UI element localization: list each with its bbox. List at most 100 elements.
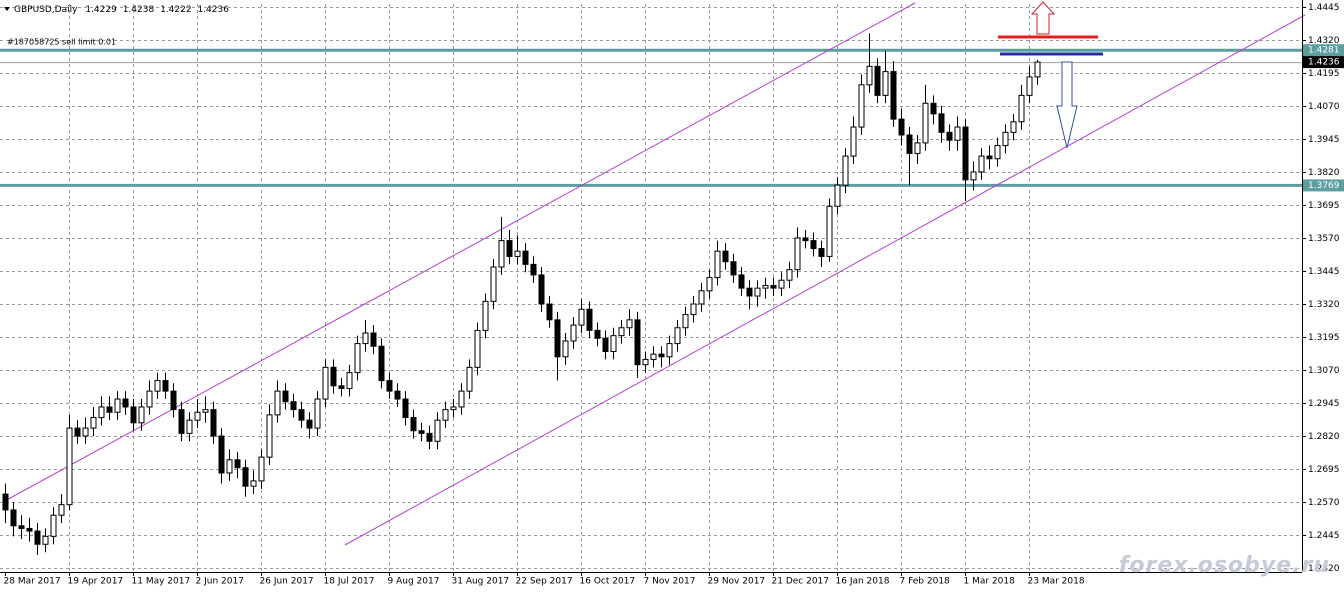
- candle-body: [602, 337, 609, 353]
- candle-body: [386, 380, 393, 392]
- candle-body: [274, 390, 281, 416]
- candle-body: [842, 155, 849, 186]
- candle-body: [98, 406, 105, 419]
- candle-body: [826, 205, 833, 257]
- candle-body: [130, 406, 137, 424]
- candle-body: [2, 493, 9, 511]
- candle-body: [906, 134, 913, 154]
- x-tick-label: 22 Sep 2017: [516, 577, 573, 587]
- y-tick-label: 1.3320: [1308, 300, 1340, 310]
- candle-body: [554, 319, 561, 358]
- level-tag: [1303, 179, 1344, 192]
- candle-body: [954, 126, 961, 141]
- candle-body: [802, 237, 809, 242]
- candle-body: [242, 467, 249, 487]
- candle-body: [730, 261, 737, 276]
- candle-body: [786, 269, 793, 281]
- candle-body: [762, 284, 769, 289]
- candle-body: [666, 343, 673, 358]
- candle-body: [330, 366, 337, 387]
- candle-body: [562, 340, 569, 358]
- candle-body: [410, 417, 417, 432]
- candle-body: [34, 530, 41, 545]
- y-tick-label: 1.2445: [1308, 531, 1340, 541]
- candle-body: [914, 142, 921, 154]
- candle-body: [26, 527, 33, 532]
- candle-body: [514, 250, 521, 257]
- candle-body: [202, 409, 209, 413]
- candle-body: [210, 409, 217, 437]
- candle-body: [930, 102, 937, 115]
- y-tick-label: 1.2320: [1308, 564, 1340, 574]
- candle-body: [690, 303, 697, 316]
- arrow-up: [1030, 1, 1056, 35]
- axes: 1.2320 1.2445 1.2570 1.2695 1.2820 1.2945 1.30…: [4, 3, 1344, 587]
- order-annotation: #187058725 sell limit 0.01: [7, 38, 116, 47]
- y-tick-label: 1.3195: [1308, 333, 1340, 343]
- candle-body: [234, 459, 241, 469]
- candle-body: [570, 324, 577, 342]
- candle-body: [1018, 94, 1025, 123]
- candle-body: [714, 250, 721, 279]
- y-tick-label: 1.3820: [1308, 168, 1340, 178]
- candle-body: [970, 171, 977, 181]
- candle-body: [650, 353, 657, 360]
- candle-body: [1026, 76, 1033, 96]
- levels: [0, 48, 1302, 187]
- candle-body: [810, 240, 817, 250]
- candle-body: [282, 390, 289, 403]
- y-tick-label: 1.4195: [1308, 69, 1340, 79]
- y-tick-label: 1.4070: [1308, 102, 1340, 112]
- candle-body: [370, 332, 377, 347]
- candle-body: [354, 343, 361, 374]
- candle-body: [938, 113, 945, 133]
- candle-body: [546, 303, 553, 321]
- candle-body: [1034, 61, 1041, 78]
- candle-body: [682, 314, 689, 329]
- candle-body: [66, 427, 73, 506]
- candle-body: [746, 287, 753, 297]
- y-tick-label: 1.2570: [1308, 498, 1340, 508]
- candle-body: [498, 240, 505, 268]
- candle-body: [146, 390, 153, 408]
- candle-body: [82, 427, 89, 437]
- candle-body: [154, 380, 161, 392]
- candle-body: [226, 459, 233, 474]
- candle-body: [490, 266, 497, 302]
- candle-body: [706, 277, 713, 292]
- candle-body: [442, 409, 449, 421]
- y-tick-label: 1.3570: [1308, 234, 1340, 244]
- candle-body: [1010, 121, 1017, 133]
- y-tick-label: 1.4445: [1308, 3, 1340, 13]
- candle-body: [250, 480, 257, 487]
- candle-body: [618, 327, 625, 337]
- level-tag-label: 1.3769: [1308, 181, 1340, 191]
- x-tick-label: 29 Nov 2017: [708, 577, 766, 587]
- candle-body: [674, 327, 681, 345]
- candle-body: [794, 237, 801, 271]
- candle-body: [170, 390, 177, 411]
- y-tick-label: 1.3070: [1308, 366, 1340, 376]
- channel-lower: [344, 14, 1306, 546]
- candle-body: [522, 250, 529, 265]
- candle-body: [882, 71, 889, 96]
- candle-body: [946, 131, 953, 141]
- grid: [0, 4, 1302, 572]
- candle-body: [482, 300, 489, 331]
- candle-body: [114, 398, 121, 413]
- chart-header: GBPUSD,Daily 1.4229 1.4238 1.4222 1.4236: [14, 5, 229, 15]
- current-price-tag: [1303, 56, 1344, 69]
- candle-body: [474, 329, 481, 368]
- candle-body: [834, 184, 841, 207]
- candle-body: [754, 287, 761, 297]
- y-tick-label: 1.3695: [1308, 201, 1340, 211]
- candle-body: [458, 390, 465, 408]
- candle-body: [586, 308, 593, 331]
- header-high: 1.4238: [123, 5, 155, 15]
- candle-body: [138, 406, 145, 424]
- candle-body: [314, 398, 321, 429]
- level-tag: [1303, 44, 1344, 57]
- channel-upper: [2, 2, 916, 503]
- candle-body: [338, 385, 345, 389]
